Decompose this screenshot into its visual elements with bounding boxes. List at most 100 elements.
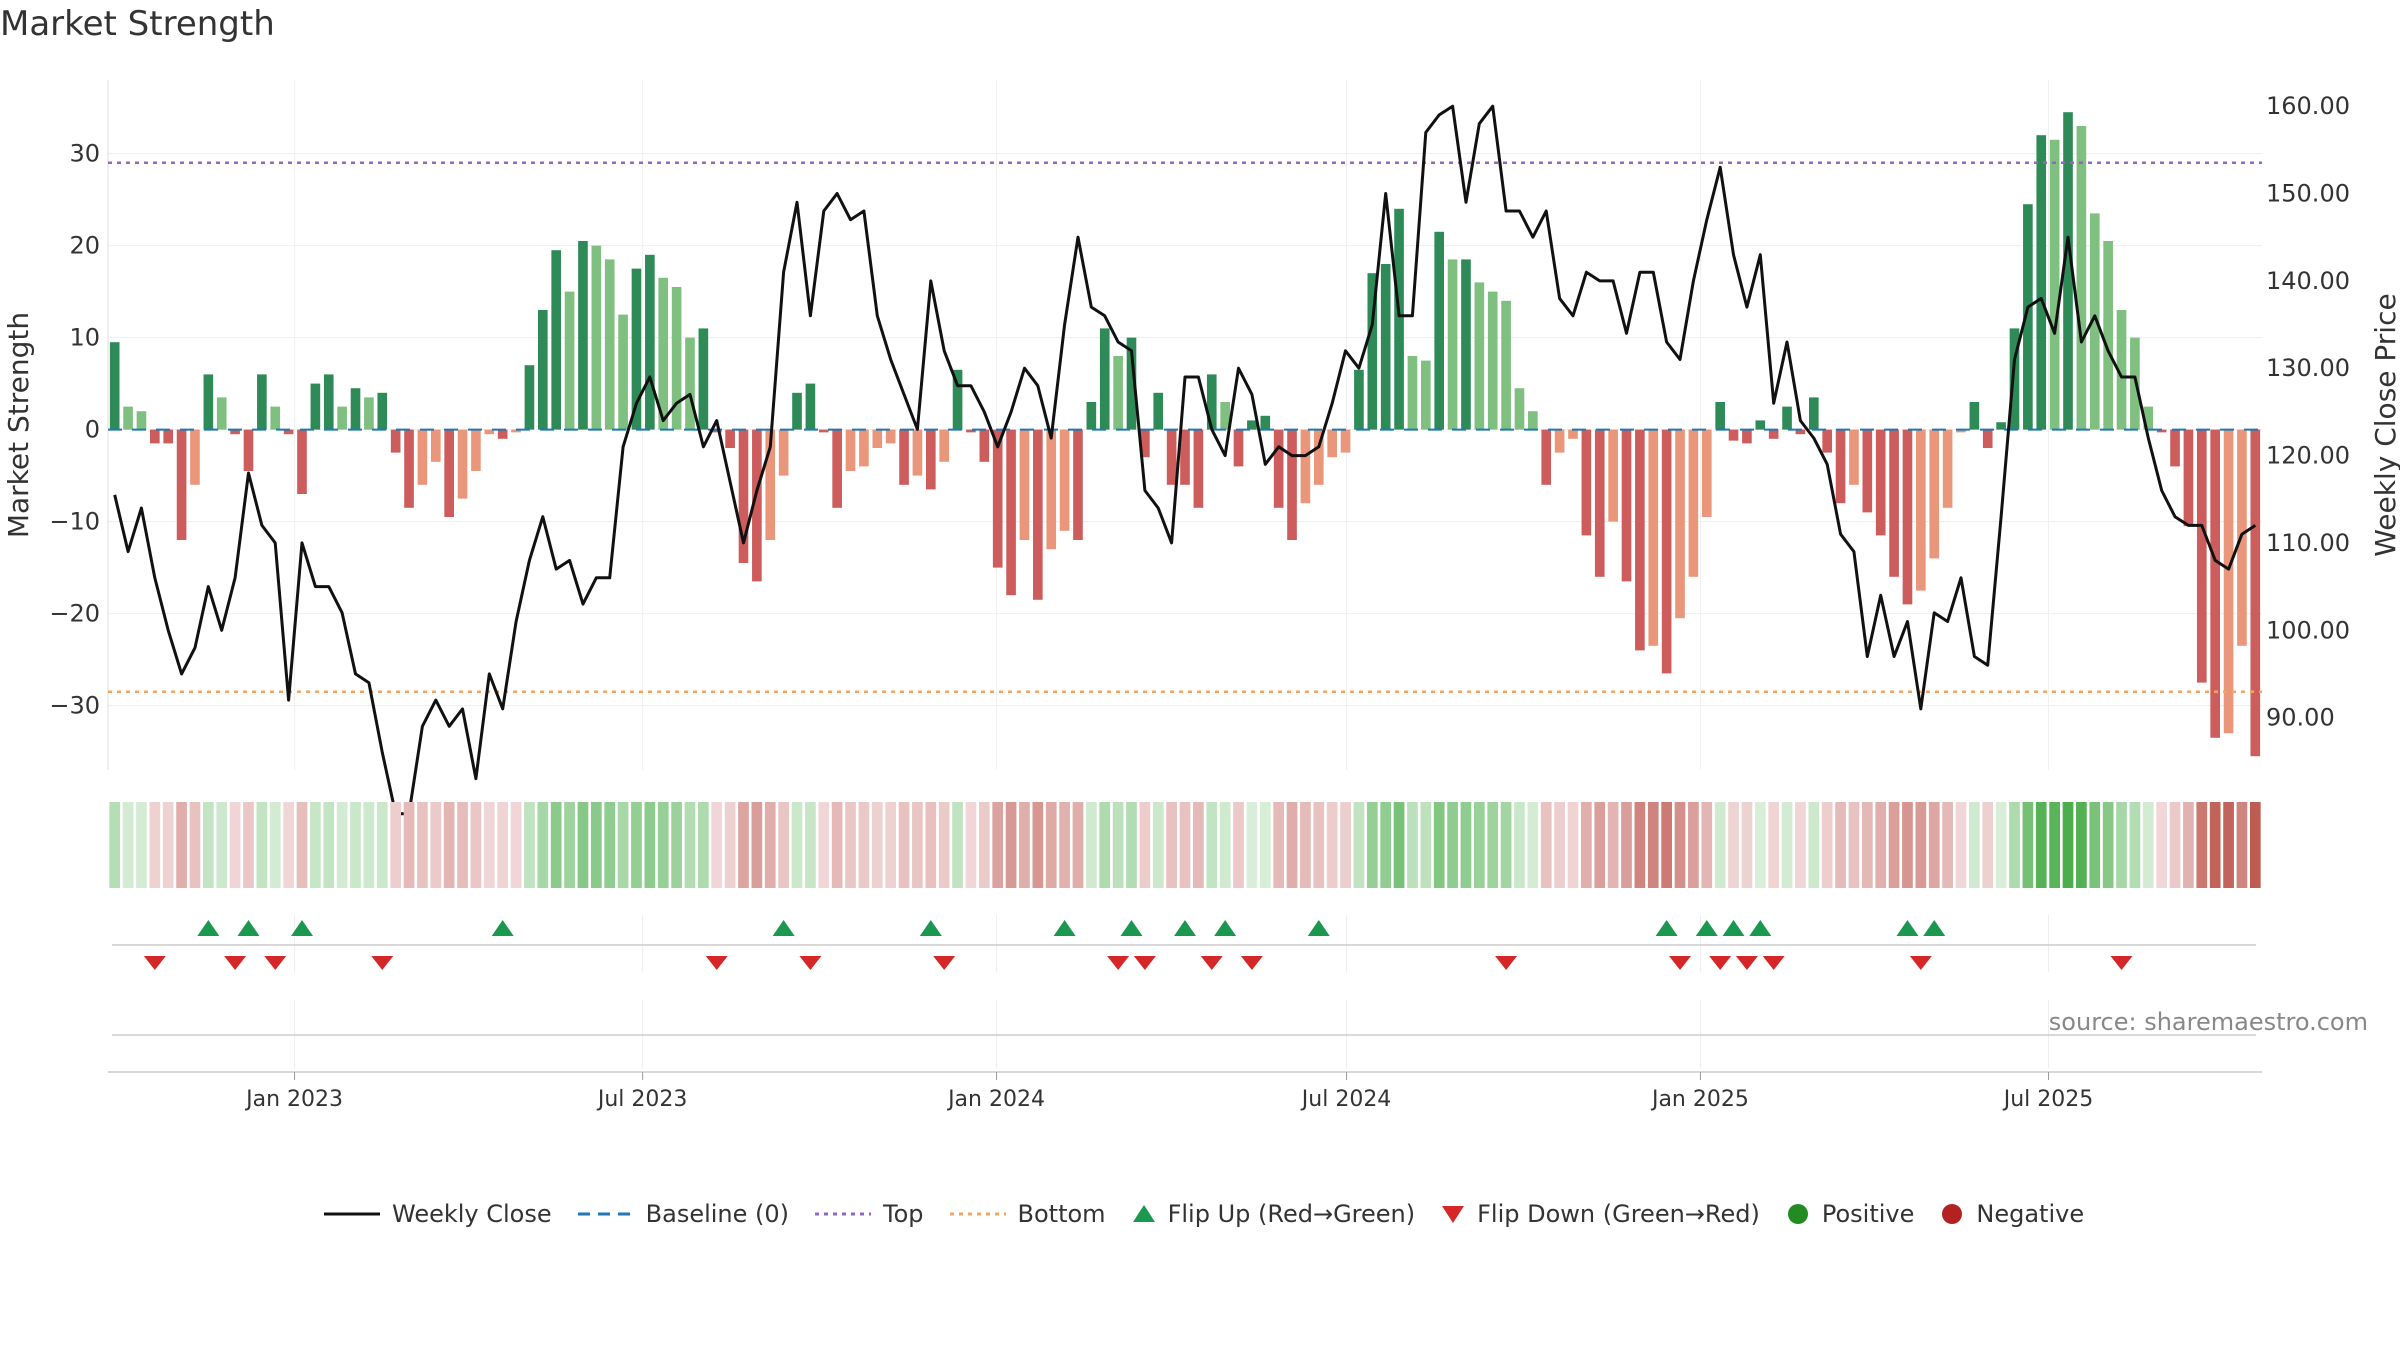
- strength-bar: [537, 310, 548, 430]
- strength-bar: [1327, 429, 1337, 458]
- strength-bar: [2089, 213, 2100, 430]
- heat-cell: [109, 802, 121, 888]
- heat-cell: [1460, 802, 1472, 888]
- strength-bar: [444, 429, 454, 517]
- heat-cell: [845, 802, 856, 888]
- heat-cell: [724, 802, 736, 888]
- strength-bar: [1541, 429, 1552, 485]
- strength-bar: [2156, 429, 2167, 433]
- heat-cell: [1500, 802, 1512, 888]
- strength-bar: [1969, 402, 1980, 430]
- strength-bar: [2196, 429, 2207, 683]
- y2-axis-title: Weekly Close Price: [2369, 293, 2400, 556]
- y-tick-label: −20: [49, 600, 100, 628]
- flip-down-marker: [224, 956, 247, 970]
- strength-bar: [1447, 259, 1458, 430]
- strength-bar: [1982, 429, 1993, 448]
- heat-cell: [1166, 802, 1177, 888]
- heat-cell: [376, 802, 388, 888]
- strength-bar: [1768, 429, 1779, 439]
- heat-cell: [1621, 802, 1632, 888]
- flip-up-marker: [1722, 920, 1745, 936]
- strength-bar: [1287, 429, 1297, 540]
- strength-bar: [1340, 429, 1351, 453]
- strength-bar: [1942, 429, 1953, 508]
- strength-bar: [270, 406, 281, 430]
- strength-bar: [404, 429, 414, 508]
- strength-bar: [1835, 429, 1846, 504]
- strength-bar: [604, 259, 615, 430]
- heat-cell: [711, 802, 723, 888]
- heat-cell: [1139, 802, 1151, 888]
- heat-cell: [978, 802, 990, 888]
- heat-cell: [631, 802, 642, 888]
- strength-bar: [1300, 429, 1311, 504]
- strength-bar: [2116, 310, 2127, 430]
- heat-cell: [885, 802, 897, 888]
- flip-up-marker: [1307, 920, 1330, 936]
- heat-cell: [162, 802, 174, 888]
- legend-label: Flip Down (Green→Red): [1477, 1200, 1760, 1228]
- heat-cell: [2009, 802, 2020, 888]
- legend-triangle-icon: [1132, 1205, 1155, 1222]
- chart-title: Market Strength: [0, 4, 275, 44]
- strength-bar: [1380, 264, 1391, 430]
- heat-cell: [1393, 802, 1405, 888]
- strength-bar: [1313, 429, 1324, 485]
- heat-cell: [363, 802, 375, 888]
- heat-cell: [390, 802, 401, 888]
- heat-cell: [1112, 802, 1124, 888]
- heat-cell: [644, 802, 656, 888]
- flip-down-marker: [933, 956, 956, 970]
- heat-cell: [1193, 802, 1204, 888]
- flip-down-marker: [1735, 956, 1758, 970]
- x-tick-label: Jan 2024: [946, 1087, 1045, 1112]
- strength-bar: [1394, 208, 1404, 430]
- strength-bar: [2143, 406, 2154, 430]
- legend-item: Top: [813, 1200, 924, 1228]
- strength-bar: [390, 429, 401, 453]
- heat-cell: [510, 802, 522, 888]
- strength-bar: [1099, 328, 1110, 430]
- strength-bar: [845, 429, 856, 471]
- legend-line-icon: [949, 1212, 1006, 1216]
- strength-bar: [1233, 429, 1244, 467]
- heat-cell: [1969, 802, 1980, 888]
- heat-cell: [1955, 802, 1967, 888]
- strength-bar: [618, 314, 628, 430]
- strength-bar: [725, 429, 735, 448]
- source-note: source: sharemaestro.com: [2048, 1008, 2368, 1036]
- heat-cell: [136, 802, 147, 888]
- heat-cell: [2116, 802, 2127, 888]
- y2-tick-label: 110.00: [2266, 529, 2350, 557]
- strength-bar: [1621, 429, 1632, 582]
- heat-cell: [965, 802, 977, 888]
- strength-bar: [1367, 273, 1378, 430]
- legend-item: Weekly Close: [322, 1200, 552, 1228]
- heat-cell: [350, 802, 361, 888]
- strength-bar: [1889, 429, 1899, 577]
- strength-bar: [818, 429, 829, 433]
- heat-cell: [403, 802, 415, 888]
- strength-bar: [591, 245, 602, 430]
- legend-line-icon: [577, 1212, 634, 1216]
- heat-cell: [1286, 802, 1298, 888]
- flip-up-marker: [1749, 920, 1772, 936]
- heat-cell: [497, 802, 509, 888]
- strength-bar: [1407, 356, 1418, 430]
- heat-cell: [537, 802, 549, 888]
- strength-bar: [859, 429, 869, 467]
- strength-bar: [778, 429, 789, 476]
- strength-bar: [1046, 429, 1057, 550]
- heat-cell: [1728, 802, 1739, 888]
- flip-up-marker: [1120, 920, 1143, 936]
- heat-cell: [858, 802, 870, 888]
- heat-cell: [1795, 802, 1806, 888]
- strength-bar: [752, 429, 762, 582]
- strength-bar: [711, 429, 722, 433]
- strength-bar: [939, 429, 949, 462]
- strength-bar: [297, 429, 307, 494]
- strength-bar: [417, 429, 428, 485]
- strength-bar: [1728, 429, 1739, 441]
